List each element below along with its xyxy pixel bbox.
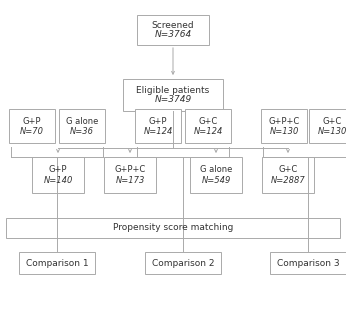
Bar bbox=[145, 252, 221, 274]
Text: G+P: G+P bbox=[49, 165, 67, 174]
Bar bbox=[137, 15, 209, 45]
Text: Screened: Screened bbox=[152, 21, 194, 30]
Text: G alone: G alone bbox=[200, 165, 232, 174]
Text: G+P+C: G+P+C bbox=[115, 165, 146, 174]
Text: G+P: G+P bbox=[149, 117, 167, 126]
Bar bbox=[190, 157, 242, 193]
Bar bbox=[262, 157, 314, 193]
Bar bbox=[261, 109, 307, 143]
Text: N=3749: N=3749 bbox=[154, 95, 192, 104]
Text: Propensity score matching: Propensity score matching bbox=[113, 223, 233, 232]
Text: N=130: N=130 bbox=[269, 126, 299, 135]
Text: N=2887: N=2887 bbox=[271, 176, 306, 185]
Text: Comparison 3: Comparison 3 bbox=[277, 258, 339, 267]
Text: N=140: N=140 bbox=[43, 176, 73, 185]
Text: N=124: N=124 bbox=[193, 126, 223, 135]
Bar bbox=[309, 109, 346, 143]
Bar bbox=[59, 109, 105, 143]
Bar bbox=[135, 109, 181, 143]
Bar bbox=[32, 157, 84, 193]
Text: N=130: N=130 bbox=[317, 126, 346, 135]
Text: N=173: N=173 bbox=[115, 176, 145, 185]
Text: G+P: G+P bbox=[23, 117, 41, 126]
Bar bbox=[270, 252, 346, 274]
Text: G+P+C: G+P+C bbox=[268, 117, 300, 126]
Text: N=124: N=124 bbox=[143, 126, 173, 135]
Bar bbox=[6, 218, 340, 238]
Text: Eligible patients: Eligible patients bbox=[136, 86, 210, 95]
Text: G+C: G+C bbox=[322, 117, 342, 126]
Text: G alone: G alone bbox=[66, 117, 98, 126]
Text: N=36: N=36 bbox=[70, 126, 94, 135]
Text: Comparison 1: Comparison 1 bbox=[26, 258, 88, 267]
Bar bbox=[185, 109, 231, 143]
Bar bbox=[104, 157, 156, 193]
Bar bbox=[19, 252, 95, 274]
Text: G+C: G+C bbox=[279, 165, 298, 174]
Bar bbox=[123, 79, 223, 111]
Text: N=70: N=70 bbox=[20, 126, 44, 135]
Bar bbox=[9, 109, 55, 143]
Text: N=549: N=549 bbox=[201, 176, 231, 185]
Text: G+C: G+C bbox=[198, 117, 218, 126]
Text: N=3764: N=3764 bbox=[154, 30, 192, 39]
Text: Comparison 2: Comparison 2 bbox=[152, 258, 214, 267]
